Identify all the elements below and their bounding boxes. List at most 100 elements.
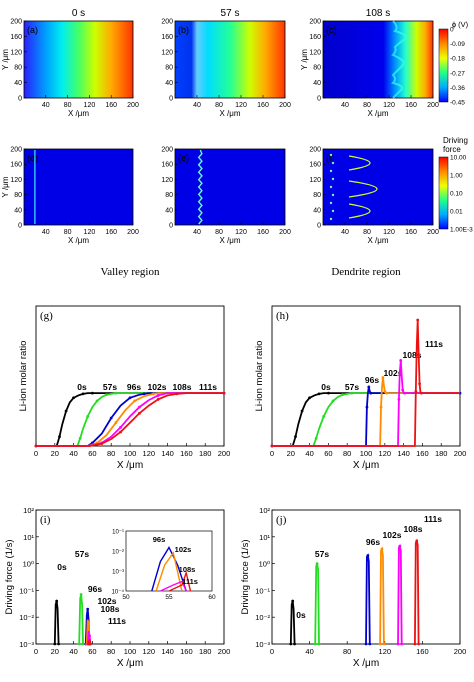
x-tick-label-j: 0: [270, 647, 274, 656]
x-tick-label-f: 200: [427, 229, 439, 236]
dendrite-tip-f: [348, 203, 371, 219]
x-tick-label-e: 120: [235, 229, 247, 236]
interface-dot-f: [329, 153, 333, 157]
series-point-j-96s: [364, 642, 368, 646]
inset-x-tick-label-i: 55: [165, 594, 173, 601]
x-tick-label-c: 120: [383, 102, 395, 109]
series-point-h-102s: [379, 405, 383, 409]
y-tick-label-f: 200: [309, 147, 321, 154]
series-point-g-102s: [152, 392, 155, 396]
time-label-a: 0 s: [72, 8, 85, 19]
x-tick-label-d: 40: [42, 229, 50, 236]
series-point-g-0s: [72, 396, 75, 400]
series-point-h-111s: [270, 444, 274, 448]
time-label-c: 108 s: [366, 8, 390, 19]
series-point-g-96s: [142, 392, 146, 396]
series-point-g-111s: [156, 397, 160, 401]
x-tick-label-h: 0: [270, 449, 274, 458]
x-axis-label-a: X /μm: [68, 109, 89, 118]
y-tick-label-e: 0: [169, 223, 173, 230]
series-label-j-102s: 102s: [383, 530, 402, 540]
y-tick-label-a: 120: [10, 49, 22, 56]
series-point-h-57s: [350, 391, 354, 395]
y-tick-label-j: 10⁻³: [255, 640, 270, 649]
series-label-h-102s: 102s: [384, 368, 403, 378]
y-tick-label-d: 0: [18, 223, 22, 230]
x-tick-label-g: 20: [51, 449, 59, 458]
x-tick-label-c: 40: [341, 102, 349, 109]
series-label-h-57s: 57s: [345, 382, 359, 392]
series-point-j-108s: [398, 544, 402, 548]
series-point-h-102s: [385, 391, 389, 395]
series-label-j-57s: 57s: [315, 549, 329, 559]
colorbar-tick-label-c: -0.09: [450, 41, 465, 48]
series-label-g-102s: 102s: [148, 382, 167, 392]
series-point-g-108s: [138, 405, 141, 409]
series-point-h-108s: [401, 388, 405, 392]
heatmap-e: [174, 148, 286, 226]
series-point-j-111s: [413, 642, 417, 646]
chart-title-g: Valley region: [101, 266, 160, 278]
series-line-i-111s: [87, 639, 92, 645]
colorbar-tick-label-c: -0.45: [450, 100, 465, 107]
x-tick-label-i: 140: [161, 647, 174, 656]
series-point-h-96s: [369, 391, 373, 395]
x-tick-label-e: 40: [193, 229, 201, 236]
series-point-g-102s: [114, 421, 118, 425]
x-tick-label-h: 100: [360, 449, 373, 458]
inset-series-label-108s: 108s: [179, 565, 196, 574]
series-point-g-108s: [119, 425, 122, 429]
series-point-h-111s: [418, 382, 421, 386]
y-tick-label-f: 40: [313, 207, 321, 214]
series-point-i-0s: [57, 642, 60, 646]
series-point-j-57s: [313, 642, 317, 646]
x-tick-label-d: 120: [84, 229, 96, 236]
x-tick-label-h: 40: [305, 449, 313, 458]
dendrite-tip-f: [348, 155, 371, 171]
x-tick-label-i: 40: [69, 647, 77, 656]
inset-frame-i: [125, 530, 213, 592]
series-point-h-102s: [381, 376, 385, 379]
x-tick-label-j: 80: [343, 647, 351, 656]
interface-dot-f: [329, 185, 333, 189]
series-label-i-96s: 96s: [88, 584, 102, 594]
series-point-i-57s: [81, 642, 85, 646]
series-point-h-108s: [403, 391, 406, 395]
series-point-j-102s: [382, 642, 386, 646]
colorbar-c: [438, 28, 449, 103]
x-tick-label-b: 80: [215, 102, 223, 109]
y-tick-label-i: 10⁰: [23, 560, 34, 569]
series-label-g-57s: 57s: [103, 382, 117, 392]
colorbar-tick-label-f: 1.00E-3: [450, 227, 473, 234]
x-tick-label-b: 200: [279, 102, 291, 109]
x-tick-label-h: 60: [324, 449, 332, 458]
y-tick-label-j: 10²: [259, 506, 270, 515]
x-tick-label-i: 120: [143, 647, 156, 656]
y-tick-label-d: 120: [10, 177, 22, 184]
y-tick-label-f: 120: [309, 177, 321, 184]
y-tick-label-i: 10¹: [23, 533, 34, 542]
y-tick-label-a: 0: [18, 96, 22, 103]
panel-label-j: (j): [276, 514, 287, 526]
x-tick-label-a: 200: [127, 102, 139, 109]
panel-label-e: (e): [178, 153, 189, 163]
x-tick-label-h: 20: [287, 449, 295, 458]
plot-area-g: [35, 305, 225, 447]
series-point-h-111s: [416, 318, 420, 322]
series-point-g-57s: [78, 436, 82, 440]
colorbar-tick-label-f: 1.00: [450, 173, 463, 180]
x-tick-label-i: 200: [218, 647, 231, 656]
x-tick-label-i: 20: [51, 647, 59, 656]
heatmap-f: [322, 148, 434, 226]
y-tick-label-i: 10⁻¹: [19, 586, 34, 595]
x-tick-label-g: 80: [107, 449, 115, 458]
panel-label-b: (b): [178, 25, 189, 35]
x-tick-label-i: 60: [88, 647, 96, 656]
x-axis-label-i: X /μm: [117, 658, 143, 669]
series-label-h-0s: 0s: [321, 382, 331, 392]
series-point-h-96s: [367, 385, 371, 389]
y-tick-label-i: 10⁻²: [19, 613, 34, 622]
y-tick-label-a: 80: [14, 65, 22, 72]
inset-y-tick-label-i: 10⁻²: [112, 550, 124, 556]
x-axis-label-b: X /μm: [219, 109, 240, 118]
